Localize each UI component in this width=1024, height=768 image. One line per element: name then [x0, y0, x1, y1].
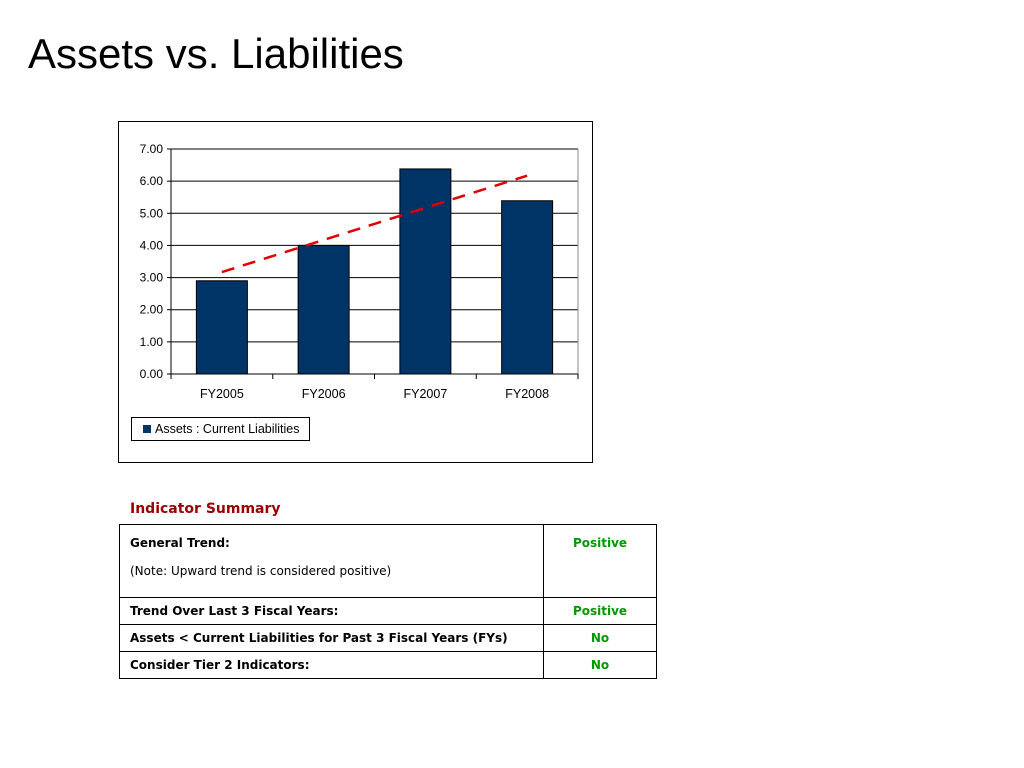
- legend-label: Assets : Current Liabilities: [155, 422, 300, 436]
- bar: [501, 200, 554, 375]
- general-trend-label: General Trend:: [130, 536, 230, 550]
- legend-swatch: [143, 425, 151, 433]
- bar-chart: 0.00 1.00 2.00 3.00 4.00 5.00 6.00 7.00 FY2005 FY…: [140, 142, 579, 401]
- table-row: Trend Over Last 3 Fiscal Years: Positive: [119, 597, 657, 625]
- indicator-label: Assets < Current Liabilities for Past 3 …: [119, 624, 544, 652]
- y-tick-label: 5.00: [140, 206, 164, 220]
- y-tick-label: 6.00: [140, 174, 164, 188]
- indicator-value: No: [543, 624, 657, 652]
- x-tick-label: FY2005: [200, 387, 244, 401]
- y-tick-label: 1.00: [140, 335, 164, 349]
- y-tick-label: 3.00: [140, 271, 164, 285]
- indicator-value: No: [543, 651, 657, 679]
- x-tick-label: FY2007: [403, 387, 447, 401]
- trendline: [221, 174, 528, 274]
- table-row: Assets < Current Liabilities for Past 3 …: [119, 624, 657, 652]
- indicator-value: Positive: [543, 597, 657, 625]
- indicator-label: Trend Over Last 3 Fiscal Years:: [119, 597, 544, 625]
- bar: [399, 168, 452, 375]
- y-tick-label: 2.00: [140, 303, 164, 317]
- y-tick-label: 4.00: [140, 238, 164, 252]
- indicator-summary-table: General Trend: (Note: Upward trend is co…: [119, 524, 657, 679]
- bar: [195, 280, 248, 375]
- chart-frame: 0.00 1.00 2.00 3.00 4.00 5.00 6.00 7.00 FY2005 FY…: [118, 121, 593, 463]
- indicator-label: Consider Tier 2 Indicators:: [119, 651, 544, 679]
- y-tick-label: 7.00: [140, 142, 164, 156]
- x-tick-label: FY2006: [302, 387, 346, 401]
- bar: [297, 244, 350, 375]
- chart-legend: Assets : Current Liabilities: [131, 417, 310, 441]
- slide-title: Assets vs. Liabilities: [28, 30, 404, 77]
- indicator-label: General Trend: (Note: Upward trend is co…: [119, 524, 544, 598]
- indicator-value: Positive: [543, 524, 657, 598]
- indicator-summary-heading: Indicator Summary: [130, 501, 281, 517]
- general-trend-note: (Note: Upward trend is considered positi…: [130, 564, 392, 578]
- y-tick-label: 0.00: [140, 367, 164, 381]
- table-row: Consider Tier 2 Indicators: No: [119, 651, 657, 679]
- x-tick-label: FY2008: [505, 387, 549, 401]
- table-row: General Trend: (Note: Upward trend is co…: [119, 524, 657, 598]
